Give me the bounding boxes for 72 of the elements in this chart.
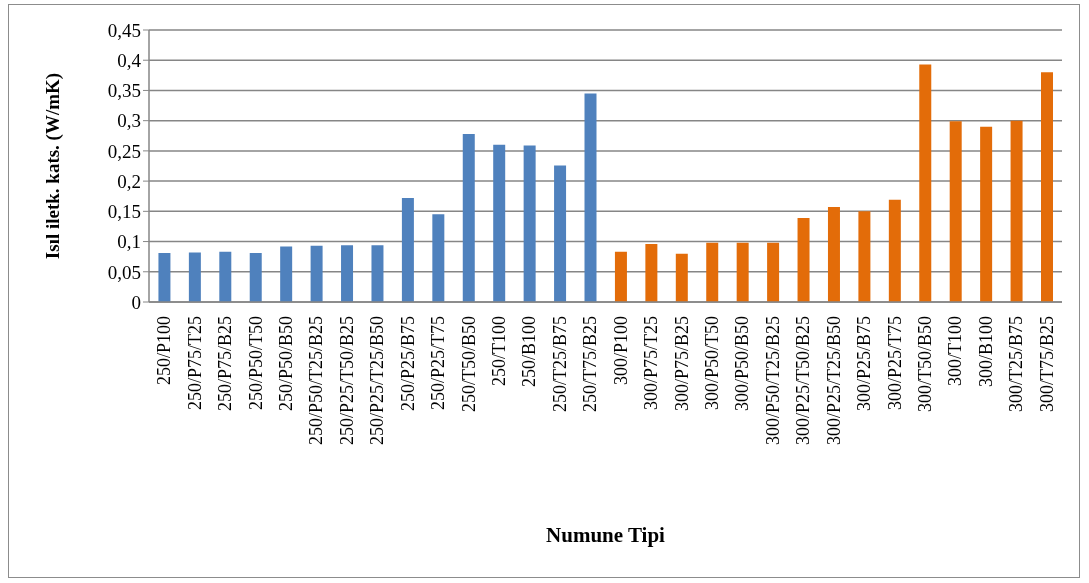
bar — [797, 217, 810, 302]
x-tick-label: 250/P100 — [154, 316, 175, 386]
y-tick-label: 0,2 — [117, 170, 141, 192]
x-tick-label: 300/T50/B50 — [915, 316, 936, 413]
bar — [645, 243, 658, 302]
x-tick-label: 300/P100 — [610, 316, 631, 386]
bar — [219, 251, 232, 302]
bar — [188, 252, 201, 302]
bar — [736, 242, 749, 302]
x-tick-label: 300/P75/B25 — [671, 316, 692, 412]
bar — [401, 198, 414, 302]
bar — [706, 242, 719, 302]
bar — [949, 121, 962, 302]
bar — [158, 253, 171, 302]
bar — [341, 245, 354, 302]
bar — [767, 242, 780, 302]
y-axis-title: Isıl iletk. kats. (W/mK) — [41, 72, 64, 260]
x-tick-label: 250/P75/T25 — [184, 316, 205, 411]
x-tick-label: 300/T25/B75 — [1006, 316, 1027, 413]
bar — [249, 253, 262, 302]
x-tick-label: 250/P50/B50 — [275, 316, 296, 412]
x-tick-label: 250/P50/T25/B25 — [306, 316, 327, 446]
x-tick-label: 250/P50/T50 — [245, 316, 266, 411]
x-tick-label: 300/P50/T50 — [702, 316, 723, 411]
bar — [523, 145, 536, 302]
y-tick-label: 0,15 — [107, 201, 141, 223]
bar — [1041, 72, 1053, 302]
x-tick-label: 300/P25/T50/B25 — [793, 316, 814, 446]
bar — [980, 126, 993, 302]
y-tick-label: 0,05 — [107, 261, 141, 283]
y-tick-label: 0,3 — [117, 110, 141, 132]
x-tick-label: 250/P25/T50/B25 — [336, 316, 357, 446]
x-tick-label: 250/T75/B25 — [580, 316, 601, 413]
bar — [493, 144, 506, 302]
bar — [280, 246, 293, 302]
x-tick-label: 300/T75/B25 — [1036, 316, 1057, 413]
y-tick-label: 0,4 — [117, 49, 142, 71]
bar — [888, 199, 901, 302]
x-tick-label: 300/P50/T25/B25 — [762, 316, 783, 446]
x-tick-label: 300/P50/B50 — [732, 316, 753, 412]
bar — [614, 251, 627, 302]
x-tick-label: 250/P25/B75 — [397, 316, 418, 412]
y-tick-label: 0,1 — [117, 231, 141, 253]
bar — [675, 253, 688, 302]
x-tick-label: 300/P25/T75 — [884, 316, 905, 411]
y-tick-label: 0,45 — [107, 19, 141, 41]
bar — [432, 214, 445, 302]
x-tick-label: 300/P25/T25/B50 — [823, 316, 844, 446]
y-tick-label: 0,35 — [107, 80, 141, 102]
x-tick-label: 250/P25/T25/B50 — [367, 316, 388, 446]
x-tick-label: 300/B100 — [975, 316, 996, 388]
x-tick-label: 300/T100 — [945, 316, 966, 386]
bar — [919, 64, 932, 302]
y-tick-label: 0,25 — [107, 140, 141, 162]
bar — [371, 245, 384, 302]
bar — [584, 93, 597, 302]
x-tick-label: 300/P75/T25 — [641, 316, 662, 411]
x-tick-label: 300/P25/B75 — [854, 316, 875, 412]
x-tick-label: 250/T50/B50 — [458, 316, 479, 413]
x-tick-label: 250/P75/B25 — [215, 316, 236, 412]
x-tick-label: 250/T25/B75 — [549, 316, 570, 413]
x-tick-label: 250/T100 — [488, 316, 509, 386]
bar — [858, 211, 871, 302]
x-tick-label: 250/P25/T75 — [428, 316, 449, 411]
bar — [462, 133, 475, 302]
x-tick-label: 250/B100 — [519, 316, 540, 388]
bar — [827, 207, 840, 302]
bar — [310, 245, 323, 302]
y-tick-label: 0 — [131, 291, 141, 313]
bar — [1010, 120, 1023, 302]
bar — [554, 165, 567, 302]
x-axis-title: Numune Tipi — [546, 523, 666, 547]
